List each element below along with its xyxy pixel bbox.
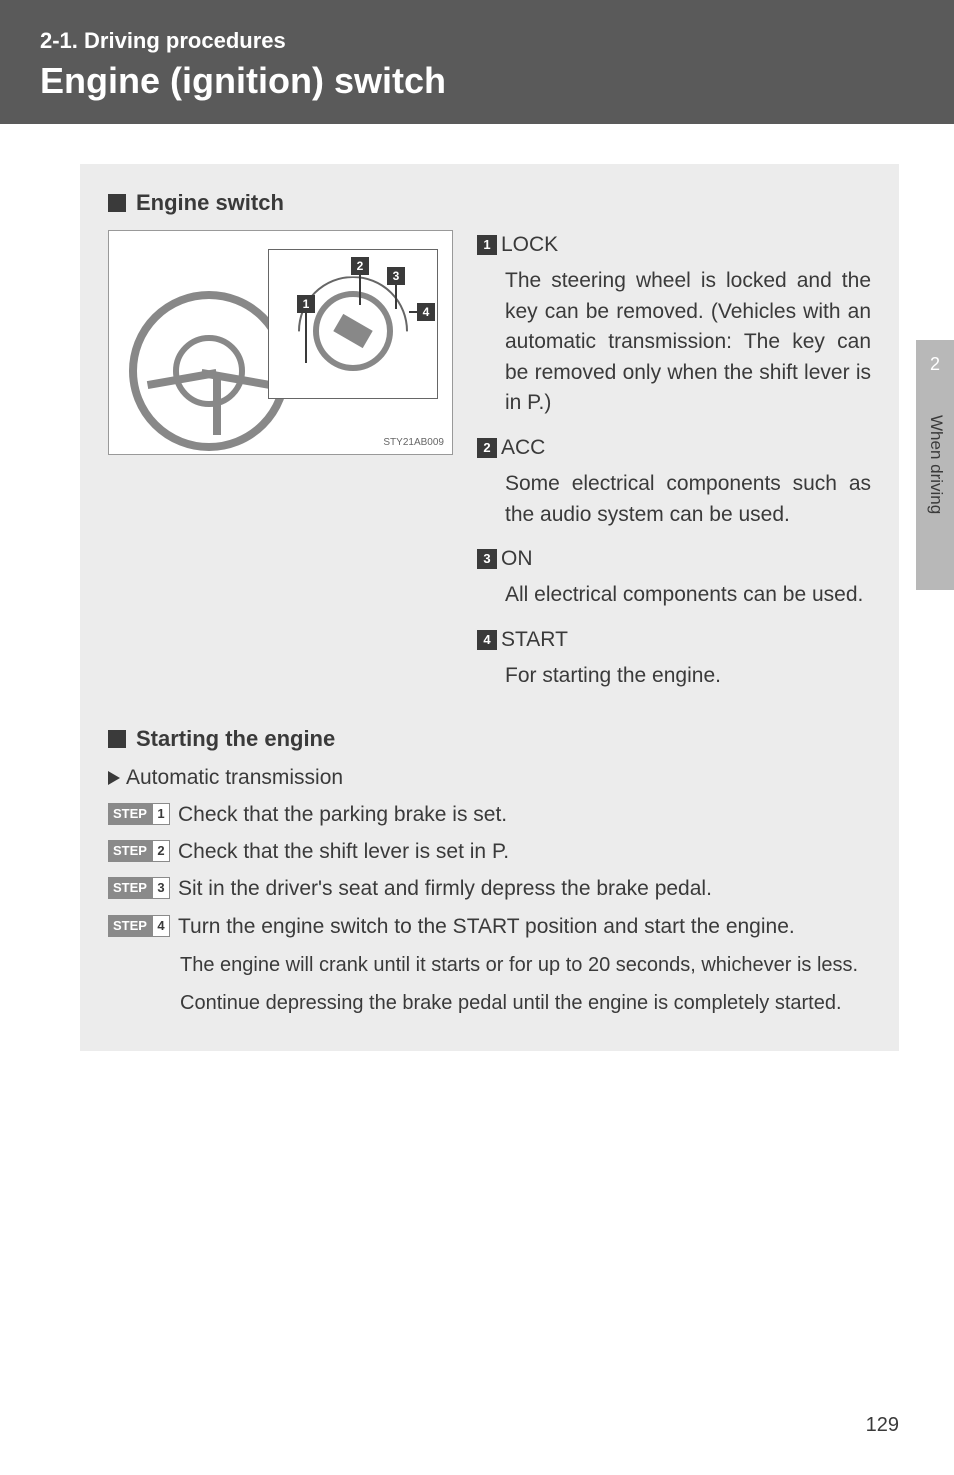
variant-text: Automatic transmission bbox=[126, 766, 343, 789]
step-text: Turn the engine switch to the START posi… bbox=[178, 912, 871, 941]
step-line: STEP4 Turn the engine switch to the STAR… bbox=[108, 912, 871, 941]
position-desc: For starting the engine. bbox=[505, 661, 871, 691]
position-item: 1LOCK The steering wheel is locked and t… bbox=[477, 230, 871, 419]
position-label: ON bbox=[501, 547, 533, 570]
callout-4: 4 bbox=[417, 303, 435, 321]
starting-heading: Starting the engine bbox=[108, 726, 871, 752]
step-num: 1 bbox=[152, 803, 170, 825]
positions-list: 1LOCK The steering wheel is locked and t… bbox=[477, 230, 871, 706]
step-note-2: Continue depressing the brake pedal unti… bbox=[180, 989, 871, 1017]
step-num: 4 bbox=[152, 915, 170, 937]
page-number: 129 bbox=[866, 1414, 899, 1437]
step-text: Sit in the driver's seat and firmly depr… bbox=[178, 874, 871, 903]
step-badge: STEP2 bbox=[108, 840, 170, 862]
arrow-right-icon bbox=[108, 771, 120, 785]
step-badge: STEP3 bbox=[108, 877, 170, 899]
position-label: START bbox=[501, 628, 568, 651]
ignition-illustration: 1 2 3 4 STY21AB009 bbox=[108, 230, 453, 455]
position-badge: 4 bbox=[477, 630, 497, 650]
chapter-number: 2 bbox=[916, 340, 954, 375]
position-item: 4START For starting the engine. bbox=[477, 625, 871, 692]
position-desc: The steering wheel is locked and the key… bbox=[505, 266, 871, 418]
position-item: 3ON All electrical components can be use… bbox=[477, 544, 871, 611]
step-label: STEP bbox=[108, 915, 152, 937]
square-bullet-icon bbox=[108, 730, 126, 748]
steering-wheel-icon bbox=[129, 291, 289, 451]
step-text: Check that the parking brake is set. bbox=[178, 800, 871, 829]
starting-heading-text: Starting the engine bbox=[136, 726, 335, 752]
step-line: STEP1 Check that the parking brake is se… bbox=[108, 800, 871, 829]
position-badge: 3 bbox=[477, 549, 497, 569]
step-note-1: The engine will crank until it starts or… bbox=[180, 951, 871, 979]
step-badge: STEP1 bbox=[108, 803, 170, 825]
step-line: STEP3 Sit in the driver's seat and firml… bbox=[108, 874, 871, 903]
position-item: 2ACC Some electrical components such as … bbox=[477, 433, 871, 530]
step-label: STEP bbox=[108, 840, 152, 862]
chapter-label: When driving bbox=[926, 415, 946, 514]
starting-section: Starting the engine Automatic transmissi… bbox=[108, 726, 871, 1018]
content-block: Engine switch 1 2 3 4 STY21AB009 1LOCK T… bbox=[80, 164, 899, 1051]
square-bullet-icon bbox=[108, 194, 126, 212]
step-num: 3 bbox=[152, 877, 170, 899]
position-desc: Some electrical components such as the a… bbox=[505, 469, 871, 530]
position-badge: 2 bbox=[477, 438, 497, 458]
header-band: 2-1. Driving procedures Engine (ignition… bbox=[0, 0, 954, 124]
position-label: ACC bbox=[501, 436, 545, 459]
step-num: 2 bbox=[152, 840, 170, 862]
illustration-code: STY21AB009 bbox=[383, 437, 444, 448]
engine-switch-heading: Engine switch bbox=[108, 190, 871, 216]
section-title: Engine (ignition) switch bbox=[40, 60, 954, 102]
callout-3: 3 bbox=[387, 267, 405, 285]
section-number: 2-1. Driving procedures bbox=[40, 28, 954, 54]
step-label: STEP bbox=[108, 877, 152, 899]
step-badge: STEP4 bbox=[108, 915, 170, 937]
step-text: Check that the shift lever is set in P. bbox=[178, 837, 871, 866]
position-badge: 1 bbox=[477, 235, 497, 255]
callout-2: 2 bbox=[351, 257, 369, 275]
step-line: STEP2 Check that the shift lever is set … bbox=[108, 837, 871, 866]
position-label: LOCK bbox=[501, 233, 558, 256]
engine-switch-row: 1 2 3 4 STY21AB009 1LOCK The steering wh… bbox=[108, 230, 871, 706]
step-label: STEP bbox=[108, 803, 152, 825]
position-desc: All electrical components can be used. bbox=[505, 580, 871, 610]
transmission-variant: Automatic transmission bbox=[108, 766, 871, 790]
engine-switch-heading-text: Engine switch bbox=[136, 190, 284, 216]
callout-1: 1 bbox=[297, 295, 315, 313]
